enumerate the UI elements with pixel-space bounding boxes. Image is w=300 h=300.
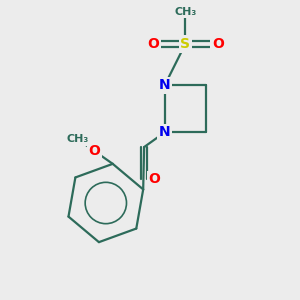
Text: S: S (180, 37, 190, 51)
Text: N: N (159, 78, 170, 92)
Text: CH₃: CH₃ (67, 134, 89, 144)
Text: O: O (212, 37, 224, 51)
Text: O: O (148, 172, 160, 186)
Text: O: O (147, 37, 159, 51)
Text: O: O (89, 144, 100, 158)
Text: CH₃: CH₃ (174, 7, 196, 16)
Text: N: N (159, 125, 170, 139)
